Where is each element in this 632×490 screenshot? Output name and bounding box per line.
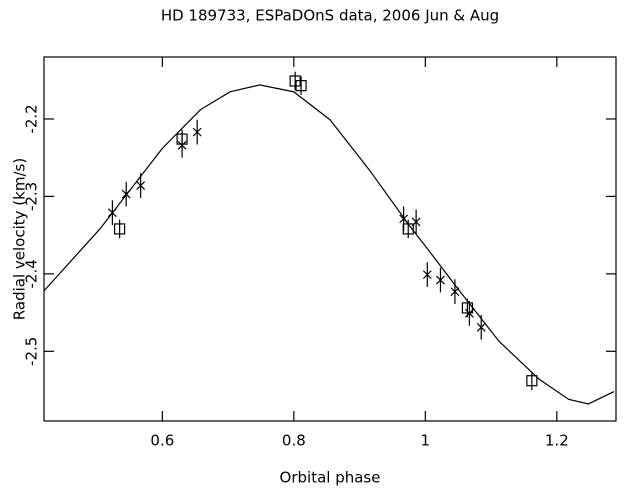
cross-marker [107, 208, 117, 218]
square-marker [114, 223, 126, 235]
plot-frame [43, 56, 617, 422]
y-tick-label: -2.5 [23, 337, 41, 366]
cross-marker [192, 127, 202, 137]
x-tick-label: 0.6 [150, 432, 174, 450]
square-marker [176, 133, 188, 145]
cross-marker [436, 275, 445, 285]
cross-marker [399, 214, 409, 224]
cross-marker [422, 270, 432, 280]
fit-curve [43, 84, 615, 405]
y-tick-label: -2.4 [23, 259, 41, 288]
y-tick-label: -2.2 [23, 104, 41, 133]
x-tick-label: 1 [421, 432, 431, 450]
x-tick-label: 1.2 [545, 432, 569, 450]
x-tick-label: 0.8 [282, 432, 306, 450]
square-marker [295, 80, 307, 92]
y-axis-label: Radial velocity (km/s) [11, 158, 29, 320]
y-tick-label: -2.3 [23, 182, 41, 211]
cross-marker [136, 181, 146, 190]
chart-title: HD 189733, ESPaDOnS data, 2006 Jun & Aug [161, 7, 499, 25]
x-axis-label: Orbital phase [280, 469, 381, 487]
cross-marker [121, 189, 131, 199]
cross-marker [450, 287, 460, 297]
square-marker [526, 375, 538, 387]
square-marker [461, 302, 474, 314]
square-marker [402, 223, 414, 235]
cross-marker [476, 322, 486, 332]
